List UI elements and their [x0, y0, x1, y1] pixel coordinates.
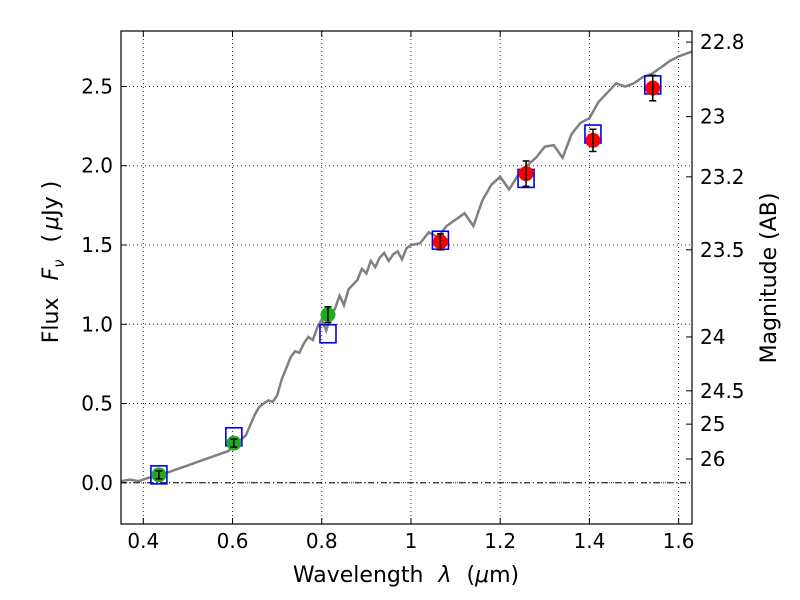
- x-tick-label: 0.8: [306, 529, 338, 553]
- x-axis-label: Wavelength λ (μm): [293, 563, 519, 588]
- y2-tick-label: 24: [700, 325, 725, 349]
- y-axis-ticks: 0.0 0.5 1.0 1.5 2.0 2.5: [81, 74, 127, 495]
- x-tick-label: 1.6: [663, 529, 695, 553]
- x-tick-label: 0.6: [217, 529, 249, 553]
- model-flux-square: [150, 465, 168, 485]
- x-tick-label: 1.2: [484, 529, 516, 553]
- model-spectrum-line: [120, 50, 693, 483]
- x-tick-label: 0.4: [127, 529, 159, 553]
- y2-axis-ticks: 22.8 23 23.2 23.5 24 24.5 25 26: [686, 30, 745, 471]
- y-tick-label: 2.0: [81, 154, 113, 178]
- y2-tick-label: 24.5: [700, 379, 745, 403]
- y2-tick-label: 23.2: [700, 165, 745, 189]
- grid-lines: [121, 31, 692, 524]
- y-axis-label: Flux Fν (μJy ): [39, 181, 70, 343]
- model-flux-square: [319, 323, 337, 344]
- model-band-fluxes: [150, 75, 662, 485]
- y2-tick-label: 23.5: [700, 238, 745, 262]
- photometry-points: [151, 74, 661, 483]
- y-tick-label: 0.0: [81, 471, 113, 495]
- y2-tick-label: 25: [700, 412, 725, 436]
- y2-tick-label: 26: [700, 447, 725, 471]
- y-tick-label: 0.5: [81, 392, 113, 416]
- x-axis-ticks: 0.4 0.6 0.8 1 1.2 1.4 1.6: [127, 31, 695, 553]
- plot-frame: [120, 30, 693, 525]
- y-tick-label: 1.0: [81, 312, 113, 336]
- x-tick-label: 1.4: [573, 529, 605, 553]
- y2-tick-label: 23: [700, 105, 725, 129]
- y2-axis-label: Magnitude (AB): [757, 193, 782, 364]
- y-tick-label: 2.5: [81, 74, 113, 98]
- x-tick-label: 1: [405, 529, 418, 553]
- y-tick-label: 1.5: [81, 233, 113, 257]
- y2-tick-label: 22.8: [700, 30, 745, 54]
